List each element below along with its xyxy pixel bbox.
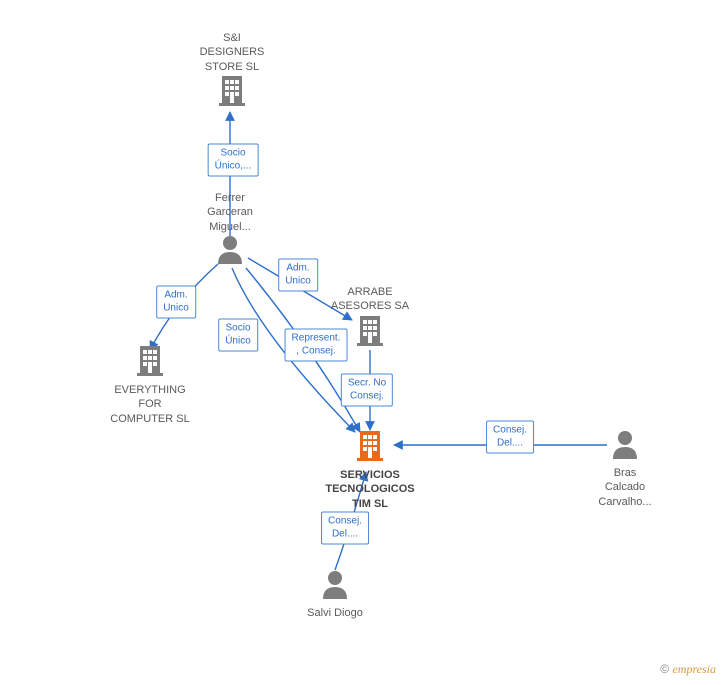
person-icon: [611, 429, 639, 459]
edge-label: Consej. Del....: [321, 512, 369, 545]
node-bras[interactable]: Bras Calcado Carvalho...: [570, 429, 680, 509]
building-icon: [355, 429, 385, 461]
node-everything[interactable]: EVERYTHING FOR COMPUTER SL: [95, 344, 205, 426]
building-icon: [217, 74, 247, 106]
node-label: S&I DESIGNERS STORE SL: [177, 31, 287, 74]
node-servicios[interactable]: SERVICIOS TECNOLOGICOS TIM SL: [315, 429, 425, 511]
brand-name: empresia: [672, 662, 716, 676]
edge-label: Adm. Unico: [156, 286, 196, 319]
building-icon: [135, 344, 165, 379]
person-icon: [321, 569, 349, 599]
person-icon: [216, 234, 244, 264]
building-icon: [355, 429, 385, 464]
node-label: SERVICIOS TECNOLOGICOS TIM SL: [315, 468, 425, 511]
node-ferrer[interactable]: Ferrer Garceran Miguel...: [175, 187, 285, 267]
edge-label: Represent. , Consej.: [285, 329, 348, 362]
node-label: Salvi Diogo: [280, 606, 390, 620]
building-icon: [217, 74, 247, 109]
node-label: EVERYTHING FOR COMPUTER SL: [95, 383, 205, 426]
node-label: Bras Calcado Carvalho...: [570, 466, 680, 509]
building-icon: [355, 314, 385, 349]
watermark: © empresia: [660, 662, 716, 677]
node-label: Ferrer Garceran Miguel...: [175, 191, 285, 234]
person-icon: [321, 569, 349, 602]
building-icon: [355, 314, 385, 346]
edge-label: Consej. Del....: [486, 421, 534, 454]
copyright-symbol: ©: [660, 662, 669, 676]
node-salvi[interactable]: Salvi Diogo: [280, 569, 390, 620]
edge-label: Socio Único: [218, 319, 258, 352]
edge-label: Secr. No Consej.: [341, 374, 393, 407]
edge-label: Adm. Unico: [278, 259, 318, 292]
building-icon: [135, 344, 165, 376]
person-icon: [611, 429, 639, 462]
node-si_designers[interactable]: S&I DESIGNERS STORE SL: [177, 27, 287, 109]
node-label: ARRABE ASESORES SA: [315, 285, 425, 314]
edge-label: Socio Único,...: [208, 144, 259, 177]
person-icon: [216, 234, 244, 267]
